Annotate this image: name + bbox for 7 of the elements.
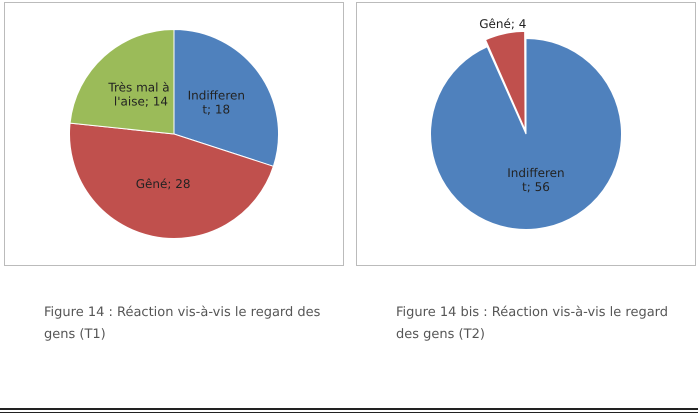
slice-label: Très mal à l'aise; 14: [107, 80, 170, 108]
text: Figure 14 bis : Réaction vis-à-vis le regard des gens (T2): [395, 304, 670, 344]
slice-label: Gêné; 4: [479, 17, 526, 32]
slice-label: Indifferent; 18: [188, 88, 245, 116]
text: Figure 14 : Réaction vis-à-vis le regard des gens (T1): [43, 304, 322, 344]
slice-label: Gêné; 28: [136, 177, 191, 192]
slice-label: Indifferent; 56: [507, 166, 565, 194]
